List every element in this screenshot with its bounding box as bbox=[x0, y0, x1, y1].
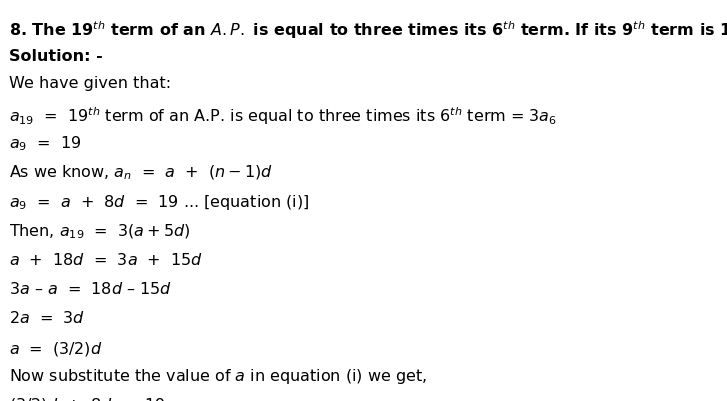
Text: Now substitute the value of $a$ in equation (i) we get,: Now substitute the value of $a$ in equat… bbox=[9, 367, 427, 386]
Text: $a_9$  =  $a$  +  $8d$  =  19 ... [equation (i)]: $a_9$ = $a$ + $8d$ = 19 ... [equation (i… bbox=[9, 193, 309, 212]
Text: $3a$ – $a$  =  $18d$ – $15d$: $3a$ – $a$ = $18d$ – $15d$ bbox=[9, 281, 172, 297]
Text: 8. The 19$^{th}$ term of an $\mathit{A. P.}$ is equal to three times its 6$^{th}: 8. The 19$^{th}$ term of an $\mathit{A. … bbox=[9, 19, 727, 41]
Text: $2a$  =  $3d$: $2a$ = $3d$ bbox=[9, 310, 85, 326]
Text: $(3/2)d$  +  $8d$  =  19: $(3/2)d$ + $8d$ = 19 bbox=[9, 396, 166, 401]
Text: $a_{19}$  =  19$^{th}$ term of an A.P. is equal to three times its 6$^{th}$ term: $a_{19}$ = 19$^{th}$ term of an A.P. is … bbox=[9, 105, 557, 127]
Text: Then, $a_{19}$  =  $3(a + 5d)$: Then, $a_{19}$ = $3(a + 5d)$ bbox=[9, 223, 190, 241]
Text: $a_9$  =  19: $a_9$ = 19 bbox=[9, 135, 81, 154]
Text: $a$  +  $18d$  =  $3a$  +  $15d$: $a$ + $18d$ = $3a$ + $15d$ bbox=[9, 252, 203, 268]
Text: We have given that:: We have given that: bbox=[9, 76, 171, 91]
Text: $a$  =  $(3/2)d$: $a$ = $(3/2)d$ bbox=[9, 340, 102, 358]
Text: Solution: -: Solution: - bbox=[9, 49, 103, 64]
Text: As we know, $a_n$  =  $a$  +  $(n - 1)d$: As we know, $a_n$ = $a$ + $(n - 1)d$ bbox=[9, 164, 273, 182]
